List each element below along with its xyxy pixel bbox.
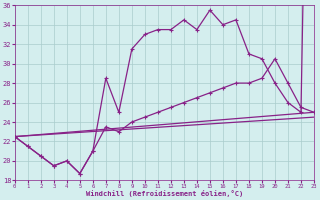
X-axis label: Windchill (Refroidissement éolien,°C): Windchill (Refroidissement éolien,°C) [86, 190, 243, 197]
